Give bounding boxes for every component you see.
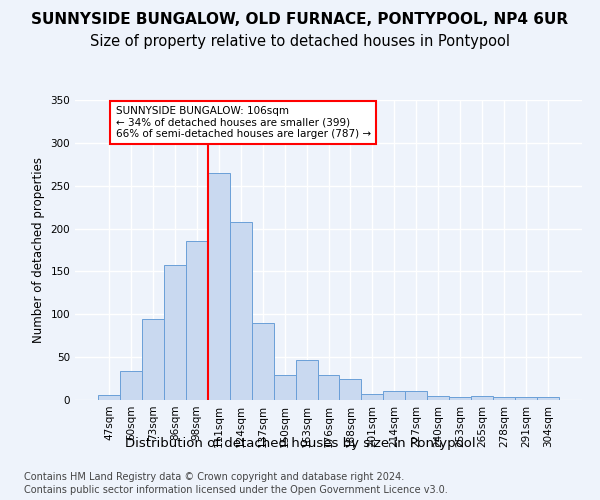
Bar (471, 396, 493, 400)
Bar (98, 395, 120, 400)
Bar (340, 378, 361, 400)
Bar (406, 392, 427, 400)
Text: Size of property relative to detached houses in Pontypool: Size of property relative to detached ho… (90, 34, 510, 49)
Bar (317, 375, 340, 400)
Y-axis label: Number of detached properties: Number of detached properties (32, 157, 45, 343)
Text: SUNNYSIDE BUNGALOW, OLD FURNACE, PONTYPOOL, NP4 6UR: SUNNYSIDE BUNGALOW, OLD FURNACE, PONTYPO… (31, 12, 569, 28)
Bar (427, 396, 449, 400)
Bar (493, 398, 515, 400)
Bar (449, 398, 471, 400)
Bar (230, 222, 251, 400)
Bar (515, 398, 537, 400)
Bar (274, 375, 296, 400)
Bar (164, 264, 186, 400)
Bar (142, 318, 164, 400)
Bar (251, 323, 274, 400)
Bar (208, 173, 230, 400)
Text: Distribution of detached houses by size in Pontypool: Distribution of detached houses by size … (125, 438, 475, 450)
Bar (186, 242, 208, 400)
Text: SUNNYSIDE BUNGALOW: 106sqm
← 34% of detached houses are smaller (399)
66% of sem: SUNNYSIDE BUNGALOW: 106sqm ← 34% of deta… (116, 106, 371, 139)
Bar (120, 371, 142, 400)
Bar (361, 394, 383, 400)
Bar (383, 392, 406, 400)
Text: Contains HM Land Registry data © Crown copyright and database right 2024.: Contains HM Land Registry data © Crown c… (24, 472, 404, 482)
Text: Contains public sector information licensed under the Open Government Licence v3: Contains public sector information licen… (24, 485, 448, 495)
Bar (537, 398, 559, 400)
Bar (296, 360, 317, 400)
